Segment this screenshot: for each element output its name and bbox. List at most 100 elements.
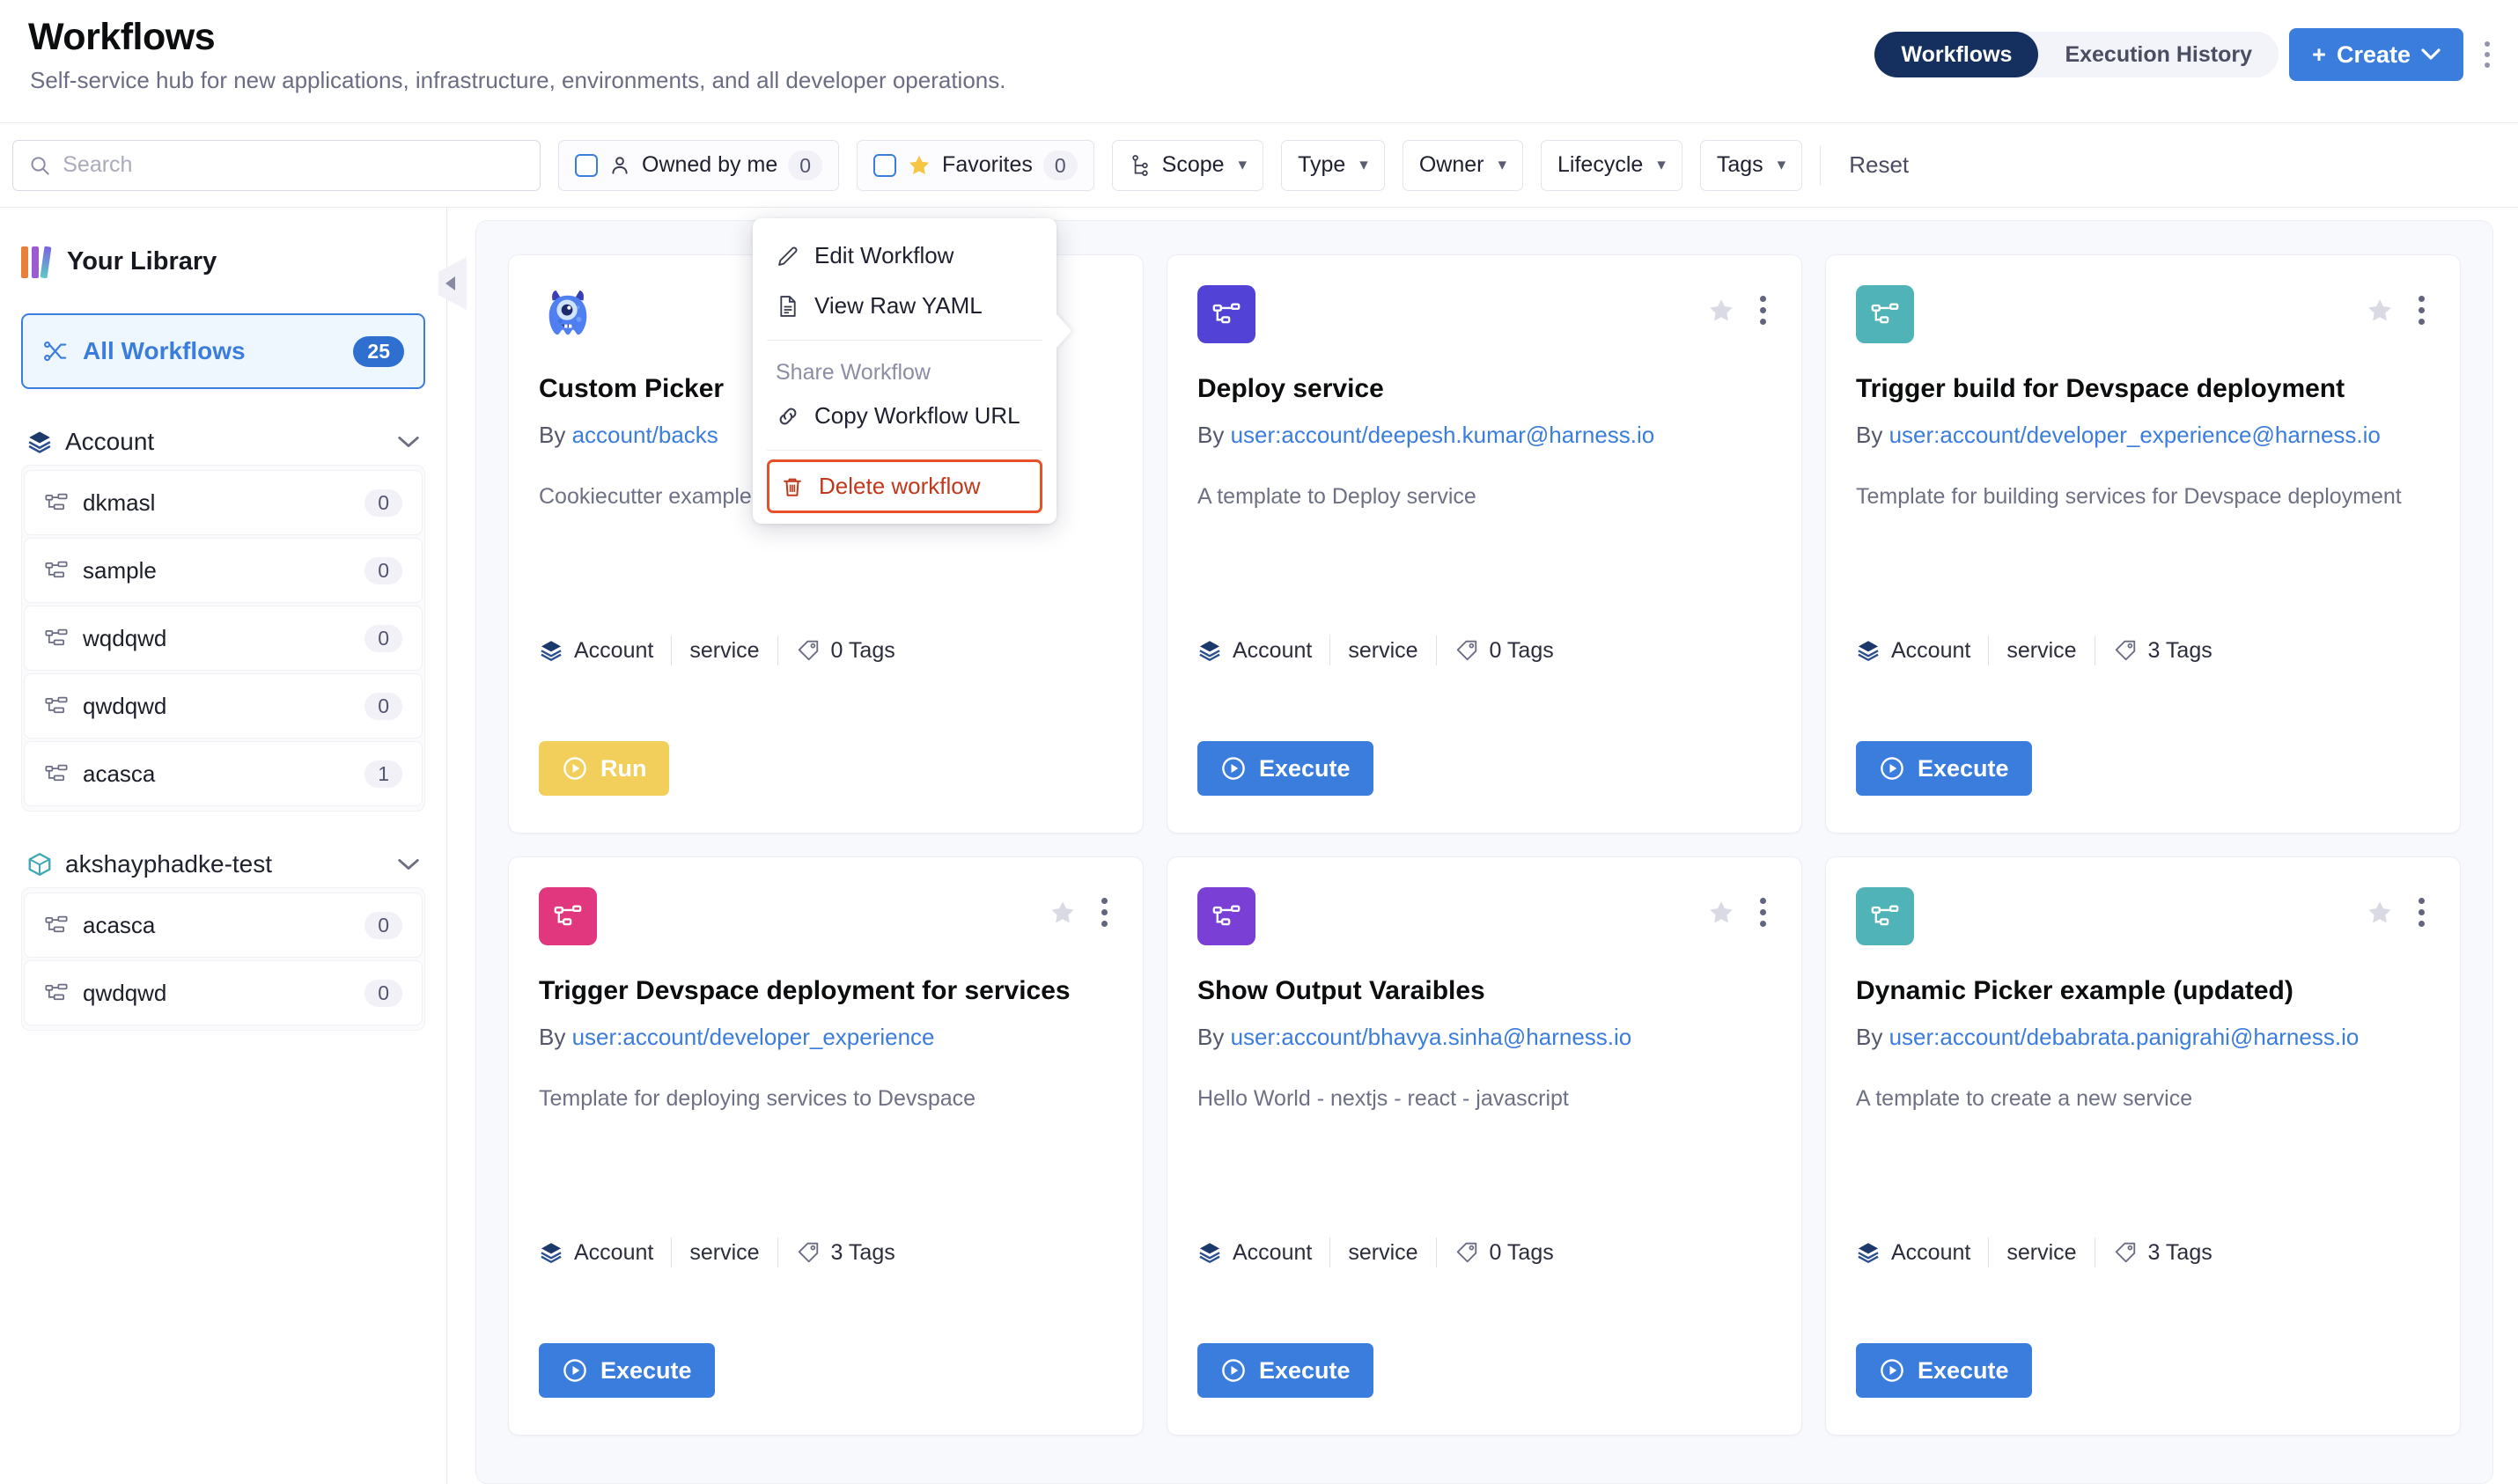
link-icon (779, 408, 797, 424)
card-title: Show Output Varaibles (1197, 976, 1485, 1005)
menu-item-view-raw-yaml[interactable]: View Raw YAML (753, 281, 1057, 331)
meta-divider (1988, 1238, 1990, 1267)
filter-owner[interactable]: Owner ▾ (1402, 139, 1524, 191)
card-more-menu-button[interactable] (1755, 292, 1771, 328)
card-author-link[interactable]: account/backs (571, 422, 718, 448)
sidebar-item-sample[interactable]: sample 0 (24, 538, 423, 603)
card-tags-label: 3 Tags (2147, 637, 2212, 663)
page-subtitle: Self-service hub for new applications, i… (30, 67, 1006, 93)
search-input[interactable] (63, 152, 524, 178)
workflow-icon (554, 905, 582, 926)
card-author-link[interactable]: user:account/developer_experience (571, 1024, 935, 1050)
execute-button[interactable]: Execute (1197, 741, 1373, 796)
sidebar-item-label: acasca (83, 911, 156, 938)
play-circle-icon (1881, 757, 1903, 780)
card-author-link[interactable]: user:account/bhavya.sinha@harness.io (1230, 1024, 1632, 1050)
plus-icon: + (2312, 40, 2326, 68)
sidebar-item-qwdqwd-2[interactable]: qwdqwd 0 (24, 960, 423, 1025)
dot-2 (2485, 52, 2490, 57)
filter-owned-by-me[interactable]: Owned by me 0 (558, 139, 840, 191)
chevron-down-icon[interactable] (397, 435, 420, 449)
sidebar-item-all-workflows[interactable]: All Workflows 25 (21, 313, 425, 389)
favorite-star-icon[interactable] (1049, 899, 1077, 927)
favorite-star-icon[interactable] (2366, 899, 2394, 927)
run-button[interactable]: Run (539, 741, 670, 796)
filter-tags[interactable]: Tags ▾ (1699, 139, 1803, 191)
workflow-card[interactable]: Deploy service By user:account/deepesh.k… (1167, 254, 1802, 834)
sidebar-item-count: 0 (364, 624, 402, 652)
filter-favorites[interactable]: Favorites 0 (857, 139, 1094, 191)
card-type-label: service (2006, 1239, 2077, 1265)
tab-workflows[interactable]: Workflows (1874, 32, 2039, 77)
card-more-menu-button[interactable] (1755, 894, 1771, 930)
sidebar-item-label: wqdqwd (83, 624, 167, 651)
workflow-card[interactable]: Dynamic Picker example (updated) By user… (1825, 856, 2461, 1436)
card-more-menu-button[interactable] (2413, 292, 2430, 328)
filter-lifecycle[interactable]: Lifecycle ▾ (1541, 139, 1682, 191)
menu-divider (767, 340, 1042, 341)
create-button[interactable]: + Create (2289, 28, 2463, 81)
sitemap-icon (45, 764, 68, 782)
sidebar-item-qwdqwd[interactable]: qwdqwd 0 (24, 673, 423, 738)
sidebar-item-dkmasl[interactable]: dkmasl 0 (24, 470, 423, 535)
card-scope-label: Account (1891, 637, 1971, 663)
sidebar-item-wqdqwd[interactable]: wqdqwd 0 (24, 606, 423, 671)
menu-item-edit-workflow[interactable]: Edit Workflow (753, 231, 1057, 281)
execute-button[interactable]: Execute (1856, 1343, 2032, 1398)
favorites-count: 0 (1042, 150, 1078, 180)
workflow-card[interactable]: Trigger Devspace deployment for services… (508, 856, 1144, 1436)
card-author-line: By user:account/deepesh.kumar@harness.io (1197, 419, 1771, 452)
card-description: Template for building services for Devsp… (1856, 484, 2402, 509)
tab-execution-history[interactable]: Execution History (2038, 32, 2279, 77)
card-tags: 0 Tags (796, 638, 895, 664)
card-meta: Account service 0 Tags (539, 635, 1113, 665)
card-title: Custom Picker (539, 374, 725, 403)
favorite-star-icon[interactable] (1707, 297, 1735, 325)
chevron-down-icon: ▾ (1498, 156, 1507, 174)
workflow-card[interactable]: Show Output Varaibles By user:account/bh… (1167, 856, 1802, 1436)
filter-scope[interactable]: Scope ▾ (1111, 139, 1264, 191)
card-author-link[interactable]: user:account/developer_experience@harnes… (1888, 422, 2381, 448)
favorite-star-icon[interactable] (2366, 297, 2394, 325)
sidebar-group-akshayphadke-test[interactable]: akshayphadke-test (21, 850, 425, 878)
meta-divider (671, 635, 673, 665)
menu-item-label: Delete workflow (819, 473, 981, 499)
execute-button[interactable]: Execute (539, 1343, 715, 1398)
card-header (1197, 887, 1771, 945)
card-more-menu-button[interactable] (2413, 894, 2430, 930)
sidebar-item-acasca[interactable]: acasca 1 (24, 741, 423, 806)
workflow-card[interactable]: Trigger build for Devspace deployment By… (1825, 254, 2461, 834)
filter-bar: Owned by me 0 Favorites 0 Scope ▾ Type ▾ (0, 123, 2518, 208)
chevron-down-icon[interactable] (397, 857, 420, 871)
card-scope: Account (539, 638, 653, 664)
menu-item-label: Edit Workflow (814, 242, 954, 268)
execute-button-label: Execute (1259, 1356, 1351, 1384)
execute-button-label: Execute (1918, 754, 2009, 782)
sitemap-icon (45, 983, 68, 1001)
sidebar-item-label: qwdqwd (83, 979, 167, 1006)
reset-filters-link[interactable]: Reset (1849, 151, 1910, 178)
page-more-menu-button[interactable] (2472, 35, 2502, 74)
card-author-link[interactable]: user:account/debabrata.panigrahi@harness… (1888, 1024, 2360, 1050)
sidebar-item-label: acasca (83, 760, 156, 787)
favorites-checkbox[interactable] (873, 153, 897, 177)
filter-type[interactable]: Type ▾ (1281, 139, 1385, 191)
search-box[interactable] (12, 139, 541, 191)
card-actions (1707, 285, 1771, 328)
menu-item-copy-workflow-url[interactable]: Copy Workflow URL (753, 391, 1057, 441)
execute-button[interactable]: Execute (1197, 1343, 1373, 1398)
layers-icon (1858, 1243, 1879, 1263)
sidebar-item-count: 0 (364, 911, 402, 939)
owned-by-me-checkbox[interactable] (575, 153, 598, 177)
favorite-star-icon[interactable] (1707, 899, 1735, 927)
document-icon (780, 295, 796, 317)
menu-item-delete-workflow[interactable]: Delete workflow (767, 459, 1042, 513)
execute-button[interactable]: Execute (1856, 741, 2032, 796)
card-author-link[interactable]: user:account/deepesh.kumar@harness.io (1230, 422, 1655, 448)
sidebar-item-acasca-2[interactable]: acasca 0 (24, 893, 423, 958)
sidebar-group-account[interactable]: Account (21, 428, 425, 456)
chevron-down-icon: ▾ (1777, 156, 1786, 174)
card-more-menu-button[interactable] (1096, 894, 1113, 930)
by-prefix: By (539, 1024, 566, 1050)
